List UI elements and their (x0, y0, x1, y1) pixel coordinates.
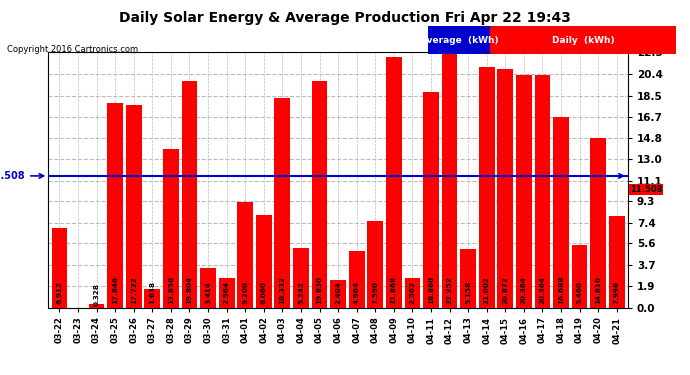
Text: 17.722: 17.722 (130, 276, 137, 304)
Text: 3.414: 3.414 (205, 281, 211, 304)
Bar (367, 221, 383, 308)
Bar (237, 202, 253, 308)
Text: 11.508: 11.508 (630, 185, 662, 194)
Text: 0.328: 0.328 (94, 284, 99, 306)
Text: 20.364: 20.364 (540, 276, 546, 304)
Bar (460, 249, 476, 308)
Bar (609, 216, 624, 308)
Text: 7.996: 7.996 (613, 281, 620, 304)
Bar (442, 53, 457, 307)
Text: 11.508: 11.508 (0, 171, 43, 181)
Text: 18.332: 18.332 (279, 276, 286, 304)
Text: 5.460: 5.460 (577, 281, 582, 304)
Text: 5.158: 5.158 (465, 281, 471, 304)
Text: 22.252: 22.252 (446, 276, 453, 304)
Text: 19.830: 19.830 (317, 276, 322, 304)
Bar (553, 117, 569, 308)
Text: 2.404: 2.404 (335, 281, 341, 304)
Text: Average  (kWh): Average (kWh) (420, 36, 498, 45)
Text: 14.816: 14.816 (595, 276, 601, 304)
Text: 21.868: 21.868 (391, 276, 397, 304)
Bar (275, 98, 290, 308)
Bar (126, 105, 141, 308)
Text: 2.562: 2.562 (409, 281, 415, 304)
Text: 4.964: 4.964 (354, 281, 359, 304)
Text: 17.846: 17.846 (112, 276, 118, 304)
Text: Daily Solar Energy & Average Production Fri Apr 22 19:43: Daily Solar Energy & Average Production … (119, 11, 571, 25)
Text: 18.860: 18.860 (428, 276, 434, 304)
Bar (144, 289, 160, 308)
Text: 2.564: 2.564 (224, 281, 230, 304)
Bar (479, 68, 495, 308)
Text: 20.364: 20.364 (521, 276, 527, 304)
Text: 16.688: 16.688 (558, 276, 564, 304)
Text: 9.200: 9.200 (242, 281, 248, 304)
Text: 13.858: 13.858 (168, 276, 174, 304)
Text: Daily  (kWh): Daily (kWh) (552, 36, 614, 45)
Text: 8.060: 8.060 (261, 281, 267, 304)
Bar (490, 26, 676, 54)
Bar (256, 215, 272, 308)
Text: 5.242: 5.242 (298, 281, 304, 304)
Bar (348, 251, 364, 308)
Bar (516, 75, 532, 308)
Text: 19.804: 19.804 (186, 276, 193, 304)
Bar (497, 69, 513, 308)
Bar (293, 248, 309, 308)
Bar (312, 81, 328, 308)
Bar (163, 149, 179, 308)
Text: 1.638: 1.638 (149, 281, 155, 304)
Text: Copyright 2016 Cartronics.com: Copyright 2016 Cartronics.com (7, 45, 138, 54)
Bar (331, 280, 346, 308)
Bar (386, 57, 402, 308)
Text: 20.872: 20.872 (502, 276, 509, 304)
Bar (219, 278, 235, 308)
Bar (200, 268, 216, 308)
Text: 21.002: 21.002 (484, 276, 490, 304)
Bar (107, 104, 123, 308)
Text: 7.590: 7.590 (372, 281, 378, 304)
Bar (181, 81, 197, 308)
Bar (590, 138, 606, 308)
Bar (535, 75, 551, 308)
Bar (404, 278, 420, 308)
Bar (52, 228, 68, 308)
Bar (89, 304, 104, 307)
Bar (572, 245, 587, 308)
Bar (428, 26, 490, 54)
Text: 6.912: 6.912 (57, 281, 63, 304)
Bar (423, 92, 439, 308)
